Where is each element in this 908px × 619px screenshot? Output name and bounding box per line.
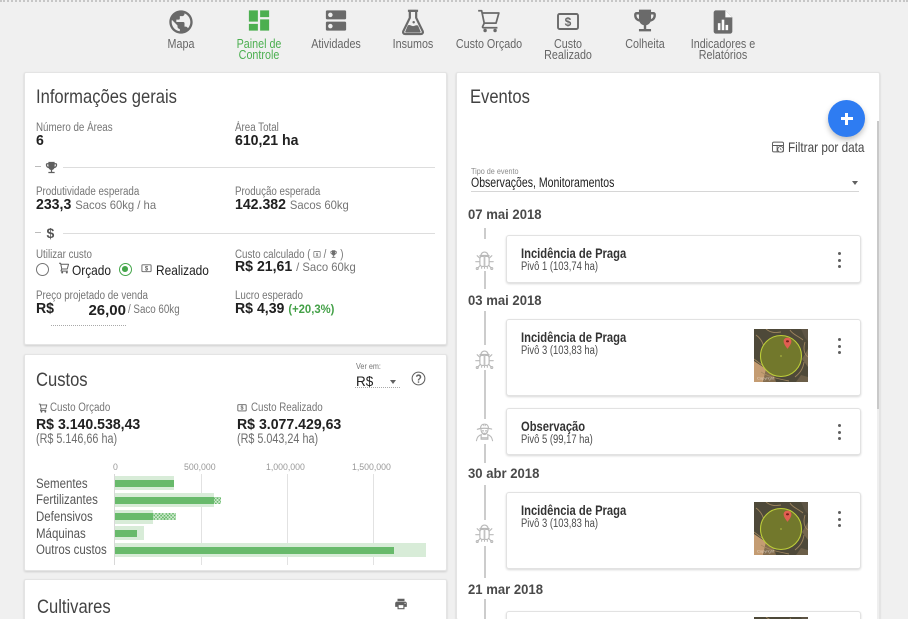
svg-text:$: $ xyxy=(565,14,572,28)
svg-text:$: $ xyxy=(316,252,319,257)
svg-text:$: $ xyxy=(145,266,149,272)
svg-text:$: $ xyxy=(240,406,243,412)
